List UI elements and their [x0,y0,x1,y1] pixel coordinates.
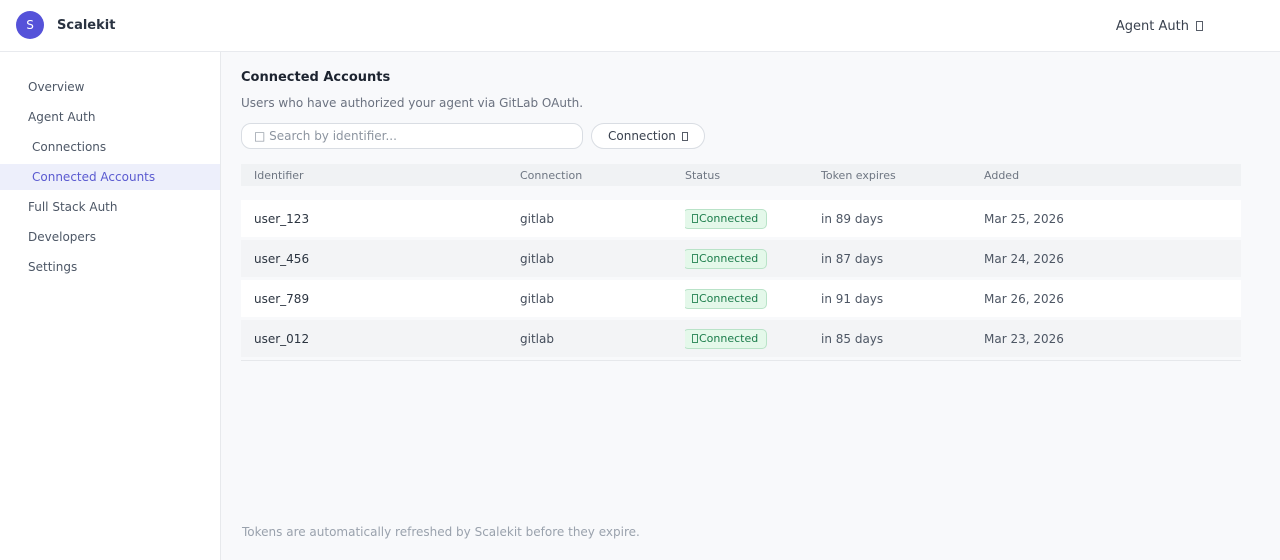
top-bar: S Scalekit Agent Auth [0,0,1280,52]
table-row[interactable]: user_123 gitlab Connected in 89 days Mar… [241,200,1241,237]
sidebar-item-settings[interactable]: Settings [28,260,78,274]
dropdown-caret-icon [681,131,688,141]
row-token-expires: in 91 days [821,291,884,306]
row-connection: gitlab [520,251,554,266]
status-badge: Connected [685,288,768,309]
status-badge-label: Connected [699,212,759,226]
sidebar-item-full-stack-auth[interactable]: Full Stack Auth [28,200,118,214]
status-badge-label: Connected [699,332,759,346]
topnav-agent-auth-label: Agent Auth [1115,18,1189,34]
table-row[interactable]: user_012 gitlab Connected in 85 days Mar… [241,320,1241,357]
page-subtitle: Users who have authorized your agent via… [241,96,584,110]
row-added: Mar 23, 2026 [984,331,1064,346]
status-badge-label: Connected [699,292,759,306]
row-token-expires: in 89 days [821,211,884,226]
column-header-identifier: Identifier [254,168,304,182]
sidebar-item-developers[interactable]: Developers [28,230,96,244]
sidebar-item-overview[interactable]: Overview [28,80,85,94]
brand-name: Scalekit [57,17,116,33]
row-connection: gitlab [520,211,554,226]
topnav-agent-auth[interactable]: Agent Auth [1116,0,1203,52]
check-icon [692,254,698,264]
brand[interactable]: S Scalekit [16,11,115,39]
table-row[interactable]: user_456 gitlab Connected in 87 days Mar… [241,240,1241,277]
row-connection: gitlab [520,331,554,346]
row-identifier: user_456 [254,251,310,266]
table-controls: Connection [241,123,1240,149]
sidebar-item-connections[interactable]: Connections [32,140,107,154]
table-bottom-divider [241,360,1241,361]
main-panel: Connected Accounts Users who have author… [220,52,1280,560]
check-icon [692,294,698,304]
page-title: Connected Accounts [241,70,391,85]
sidebar: Overview Agent Auth Connections Connecte… [0,52,220,560]
sidebar-item-agent-auth[interactable]: Agent Auth [28,110,96,124]
row-identifier: user_123 [254,211,310,226]
footer-note: Tokens are automatically refreshed by Sc… [242,525,640,539]
row-added: Mar 25, 2026 [984,211,1064,226]
column-header-added: Added [984,168,1020,182]
column-header-connection: Connection [520,168,583,182]
row-added: Mar 26, 2026 [984,291,1064,306]
row-identifier: user_012 [254,331,310,346]
column-header-token-expires: Token expires [821,168,896,182]
check-icon [692,214,698,224]
check-icon [692,334,698,344]
row-token-expires: in 85 days [821,331,884,346]
dropdown-caret-icon [1196,21,1203,31]
search-input[interactable] [241,123,583,149]
row-identifier: user_789 [254,291,310,306]
column-header-status: Status [685,168,721,182]
row-connection: gitlab [520,291,554,306]
status-badge-label: Connected [699,252,759,266]
connection-filter-button[interactable]: Connection [591,123,705,149]
sidebar-item-connected-accounts[interactable]: Connected Accounts [0,164,220,190]
status-badge: Connected [685,248,768,269]
row-token-expires: in 87 days [821,251,884,266]
table-row[interactable]: user_789 gitlab Connected in 91 days Mar… [241,280,1241,317]
row-added: Mar 24, 2026 [984,251,1064,266]
connection-filter-label: Connection [608,129,676,143]
connected-accounts-table: Identifier Connection Status Token expir… [241,164,1241,361]
scalekit-logo-icon: S [16,11,44,39]
table-header-row: Identifier Connection Status Token expir… [241,164,1241,186]
status-badge: Connected [685,328,768,349]
status-badge: Connected [685,208,768,229]
